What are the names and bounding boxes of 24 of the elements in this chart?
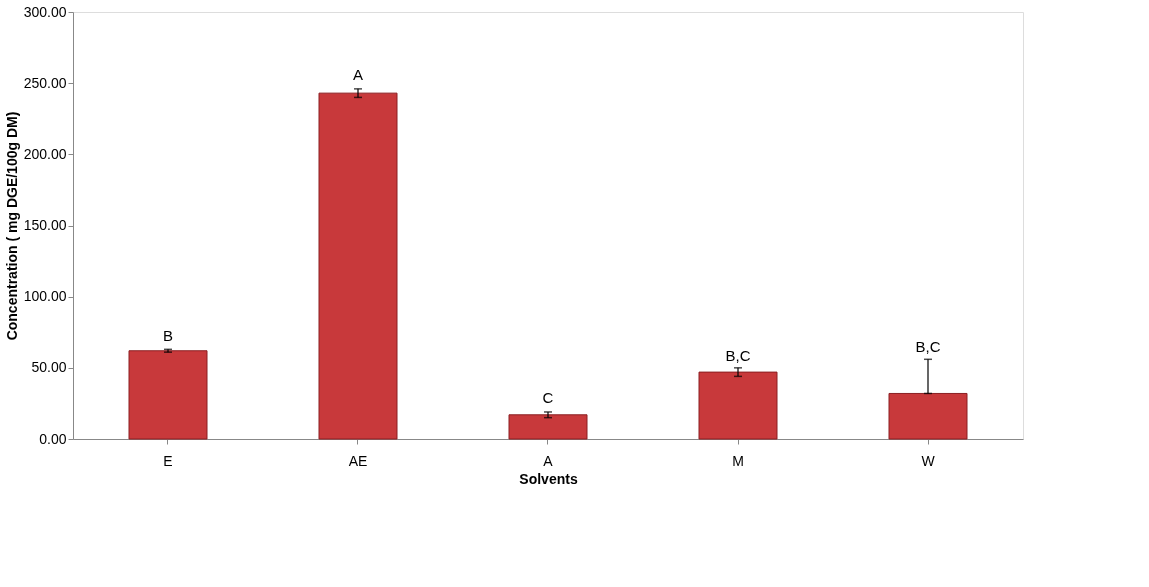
- x-tick-label: AE: [348, 452, 368, 469]
- annotation: B,C: [915, 338, 941, 356]
- y-tick-label: 0.00: [39, 430, 67, 447]
- bar: [698, 371, 778, 440]
- y-tick-label: 50.00: [31, 359, 67, 376]
- y-tick-label: 250.00: [23, 74, 67, 91]
- x-tick-label: E: [163, 452, 173, 469]
- bar: [128, 350, 208, 440]
- bar: [888, 392, 968, 440]
- y-tick-label: 150.00: [23, 217, 67, 233]
- y-axis-title: Concentration ( mg DGE/100g DM): [3, 111, 20, 341]
- x-tick-label: W: [921, 452, 936, 469]
- y-tick-label: 200.00: [23, 145, 67, 162]
- bar: [508, 414, 588, 440]
- annotation: B,C: [725, 346, 751, 364]
- x-tick-label: A: [543, 452, 554, 469]
- annotation: C: [542, 389, 554, 407]
- y-tick-label: 100.00: [23, 288, 67, 305]
- annotation: B: [162, 326, 174, 344]
- x-axis-title: Solvents: [519, 470, 578, 487]
- y-tick-label: 300.00: [23, 3, 67, 20]
- bar: [318, 92, 398, 440]
- annotation: A: [352, 66, 364, 84]
- x-tick-label: M: [732, 452, 744, 469]
